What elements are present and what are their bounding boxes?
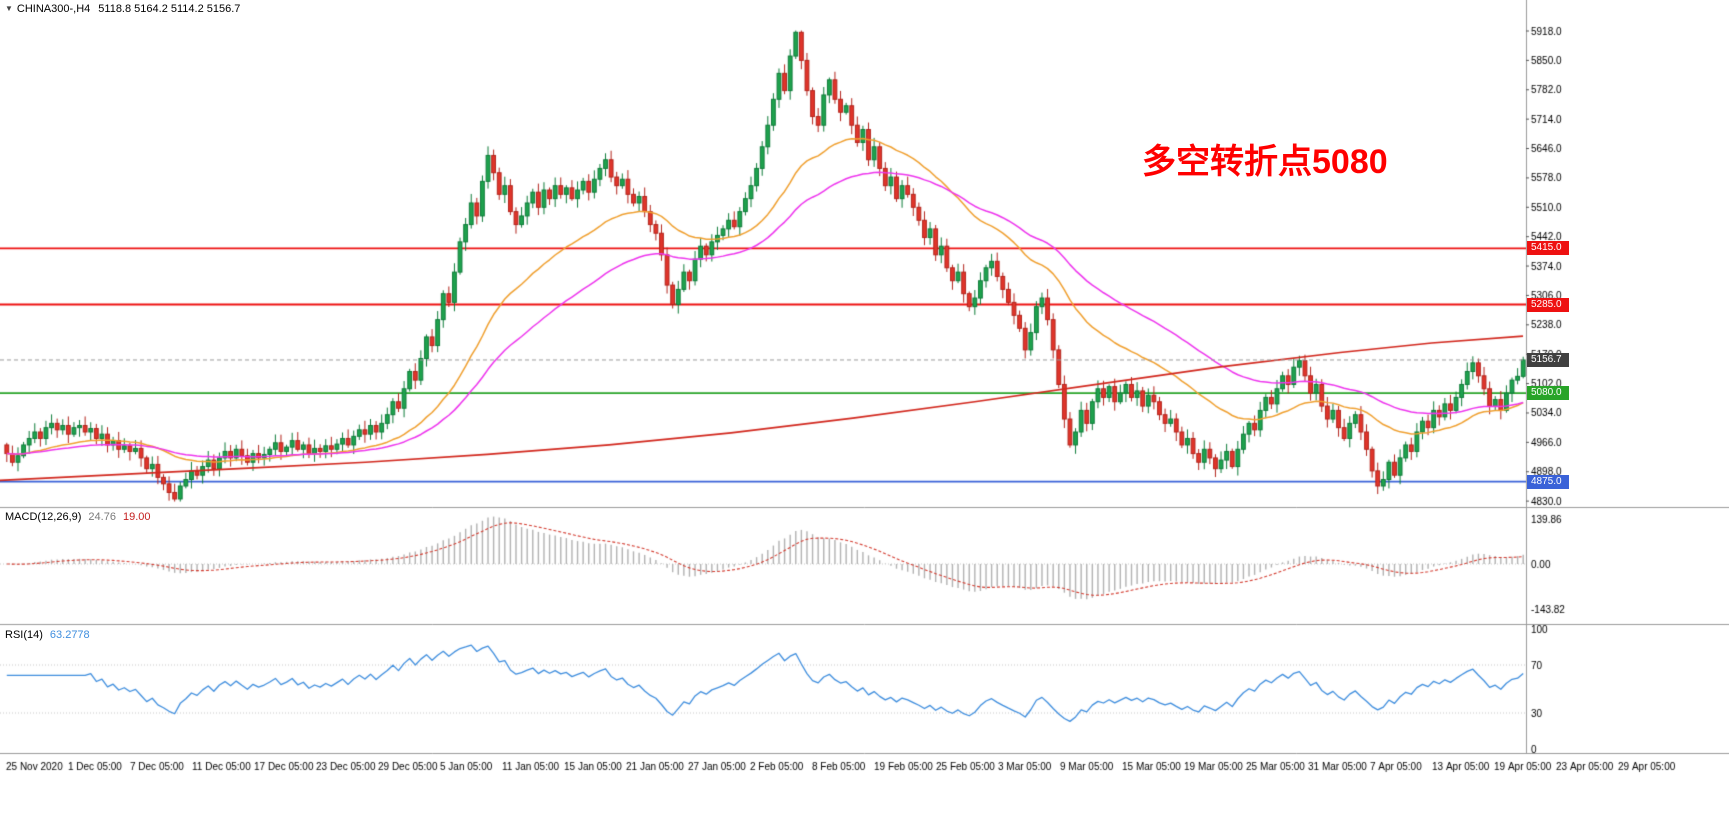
rsi-value: 63.2778: [49, 629, 90, 641]
macd-signal-value: 19.00: [122, 511, 151, 523]
hline-price-tag-5080: 5080.0: [1527, 386, 1569, 401]
hline-price-tag-5415: 5415.0: [1527, 241, 1569, 256]
hline-price-tag-5285: 5285.0: [1527, 297, 1569, 312]
ohlc-values: 5118.8 5164.2 5114.2 5156.7: [98, 3, 241, 15]
symbol-period-label: CHINA300-,H4: [16, 3, 91, 15]
text-annotation-turning-point[interactable]: 多空转折点5080: [1142, 143, 1388, 181]
symbol-dropdown-icon: ▼: [5, 4, 13, 13]
macd-indicator-label: MACD(12,26,9) 24.76 19.00: [5, 511, 150, 523]
macd-main-value: 24.76: [88, 511, 116, 523]
rsi-indicator-label: RSI(14) 63.2778: [5, 629, 90, 641]
rsi-name: RSI(14): [5, 629, 43, 641]
current-price-tag: 5156.7: [1527, 352, 1569, 367]
macd-name: MACD(12,26,9): [5, 511, 82, 523]
chart-header: ▼ CHINA300-,H4 5118.8 5164.2 5114.2 5156.7: [5, 3, 240, 15]
hline-price-tag-4875: 4875.0: [1527, 474, 1569, 489]
